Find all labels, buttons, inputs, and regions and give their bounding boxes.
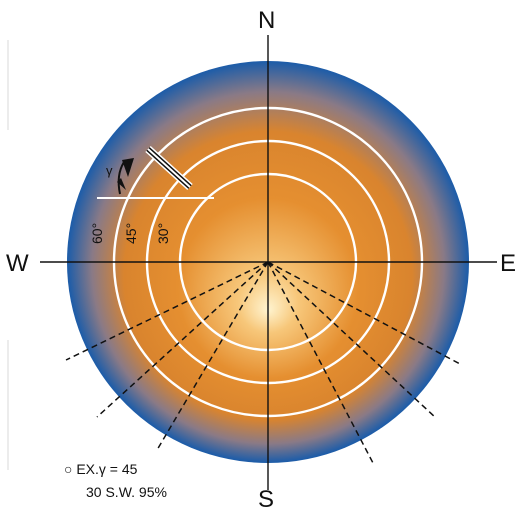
example-line-1: ○ EX.γ = 45 [64,461,138,477]
arrow-down-icon [117,178,126,190]
panel-symbol: γ [106,146,193,195]
compass-west-label: W [6,250,29,277]
ring-label-30: 30° [155,223,171,244]
panel-gamma-label: γ [106,163,113,178]
compass-south-label: S [258,486,274,510]
ring-label-45: 45° [123,223,139,244]
example-line-2: 30 S.W. 95% [86,484,167,500]
bearing-lines [65,261,463,464]
tilt-arc-icon [117,161,125,195]
ring-label-60: 60° [89,223,105,244]
compass-east-label: E [500,250,516,277]
compass-north-label: N [258,7,275,34]
arrow-up-icon [122,158,134,177]
